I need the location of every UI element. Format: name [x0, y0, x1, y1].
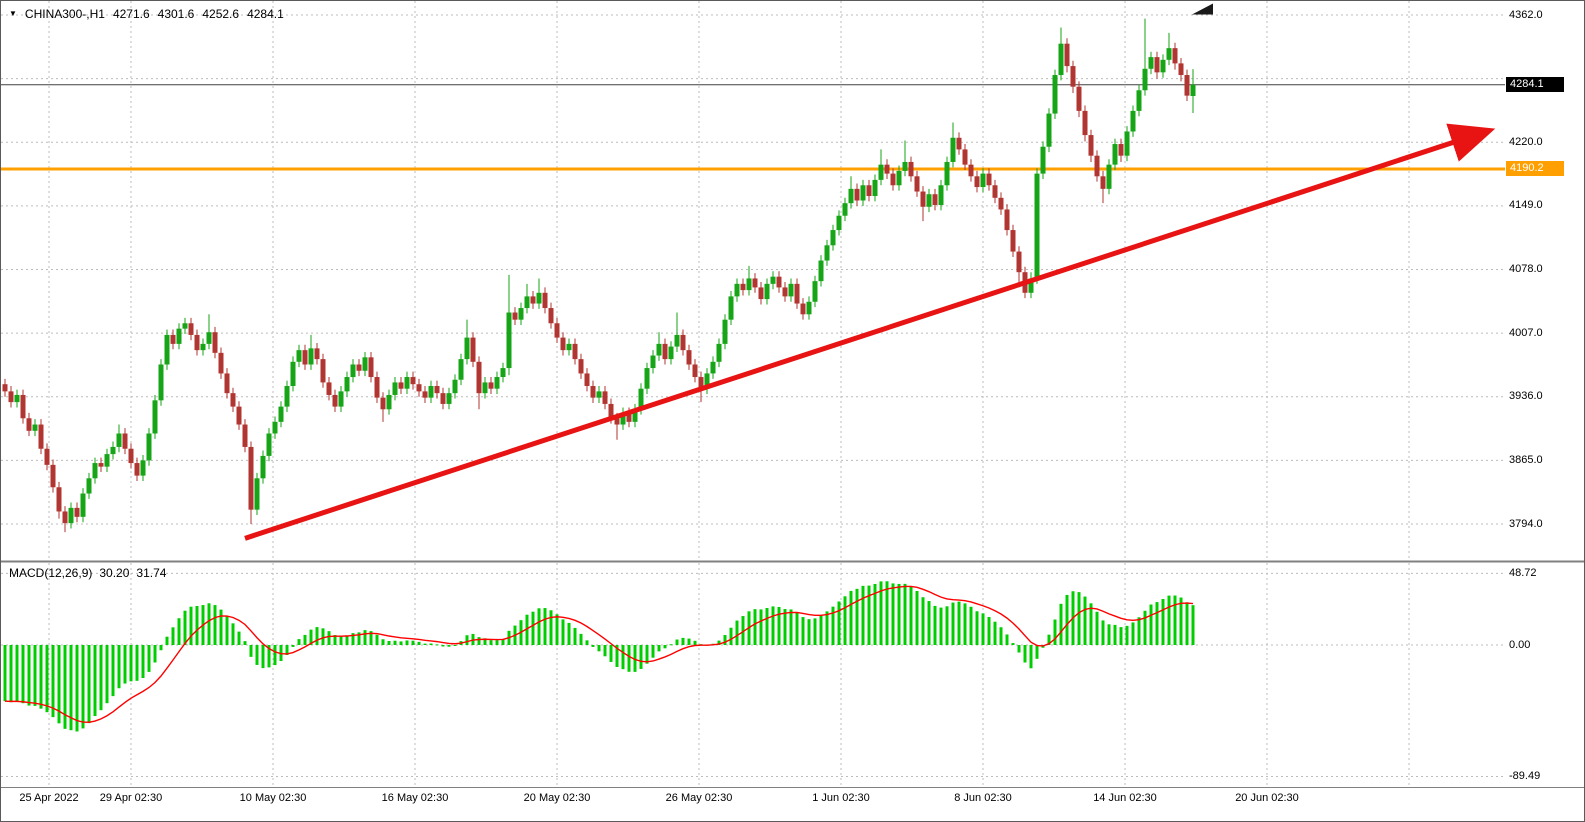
time-axis-label: 1 Jun 02:30 [812, 792, 870, 804]
macd-axis-label: 48.72 [1509, 566, 1537, 579]
macd-signal-value: 31.74 [136, 566, 167, 580]
time-axis-label: 20 Jun 02:30 [1235, 792, 1299, 804]
price-axis-label: 3865.0 [1509, 453, 1543, 466]
bid-price-badge: 4284.1 [1506, 77, 1564, 93]
macd-name: MACD(12,26,9) [9, 566, 93, 580]
time-axis-label: 16 May 02:30 [381, 792, 449, 804]
price-axis-label: 4362.0 [1509, 8, 1543, 21]
last-close-value: 4284.1 [247, 7, 284, 21]
price-axis-label: 4078.0 [1509, 263, 1543, 275]
symbol-period-label: CHINA300-,H1 [24, 7, 105, 21]
time-axis-label: 10 May 02:30 [239, 792, 307, 804]
time-axis-label: 20 May 02:30 [523, 792, 591, 804]
trend-arrow[interactable] [244, 123, 1496, 541]
time-axis-label: 14 Jun 02:30 [1093, 792, 1157, 804]
price-axis-label: 4007.0 [1509, 326, 1543, 339]
price-axis-label: 3936.0 [1509, 390, 1543, 403]
time-axis-label: 29 Apr 02:30 [99, 792, 163, 804]
orange-line-price-badge: 4190.2 [1506, 161, 1564, 177]
price-axis-label: 3794.0 [1509, 517, 1543, 530]
ohlc-header: ▼ CHINA300-,H1 4271.6 4301.6 4252.6 4284… [9, 7, 284, 21]
last-open-value: 4271.6 [112, 7, 150, 21]
candlesticks-layer [2, 18, 1196, 533]
time-axis-label: 8 Jun 02:30 [954, 792, 1012, 804]
macd-histogram-layer [3, 581, 1195, 732]
macd-axis-label: 0.00 [1509, 638, 1531, 651]
price-axis-label: 4149.0 [1509, 199, 1543, 212]
time-axis[interactable] [1, 788, 1584, 821]
macd-axis-label: -89.49 [1509, 770, 1541, 783]
price-axis-label: 4220.0 [1509, 135, 1543, 148]
last-low-value: 4252.6 [202, 7, 240, 21]
chart-shift-marker-icon[interactable] [1192, 3, 1213, 15]
time-axis-label: 26 May 02:30 [665, 792, 733, 804]
macd-signal-line [4, 585, 1194, 724]
macd-value: 30.20 [99, 566, 130, 580]
symbol-marker-icon[interactable]: ▼ [9, 9, 17, 18]
time-axis-label: 25 Apr 2022 [19, 792, 79, 804]
last-high-value: 4301.6 [157, 7, 195, 21]
macd-indicator-label: MACD(12,26,9) 30.20 31.74 [9, 566, 166, 580]
